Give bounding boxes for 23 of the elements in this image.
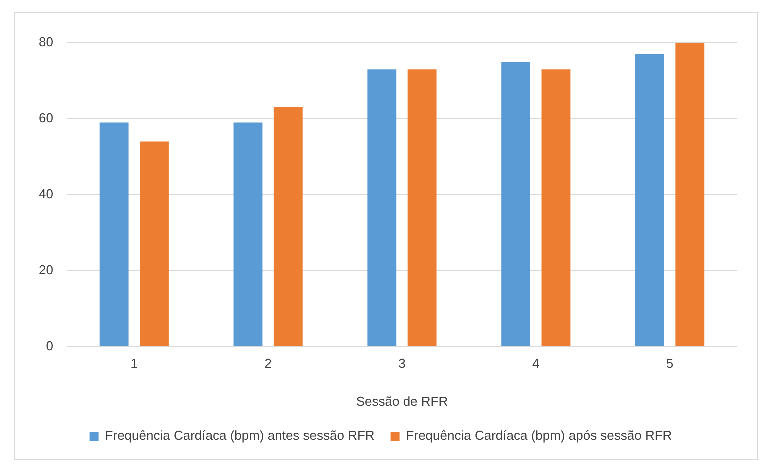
- x-tick-label: 4: [532, 356, 540, 372]
- y-tick-label: 0: [46, 338, 54, 354]
- x-tick-label: 3: [398, 356, 406, 372]
- x-axis-title: Sessão de RFR: [356, 394, 448, 409]
- y-tick-label: 20: [38, 262, 54, 278]
- x-tick-label: 1: [130, 356, 138, 372]
- y-tick-label: 40: [38, 186, 54, 202]
- legend-label: Frequência Cardíaca (bpm) após sessão RFR: [406, 428, 672, 444]
- bar: [542, 70, 571, 346]
- bar: [502, 62, 531, 346]
- bar: [408, 70, 437, 346]
- y-tick-label: 80: [38, 34, 54, 50]
- bar: [368, 70, 397, 346]
- bar: [676, 43, 705, 346]
- x-tick-label: 2: [264, 356, 272, 372]
- bar: [234, 122, 263, 346]
- bar: [274, 108, 303, 346]
- bar: [140, 142, 169, 346]
- x-tick-label: 5: [666, 356, 674, 372]
- y-tick-label: 60: [38, 110, 54, 126]
- bar: [100, 122, 129, 346]
- legend-label: Frequência Cardíaca (bpm) antes sessão RFR: [105, 428, 375, 444]
- bar: [635, 54, 664, 346]
